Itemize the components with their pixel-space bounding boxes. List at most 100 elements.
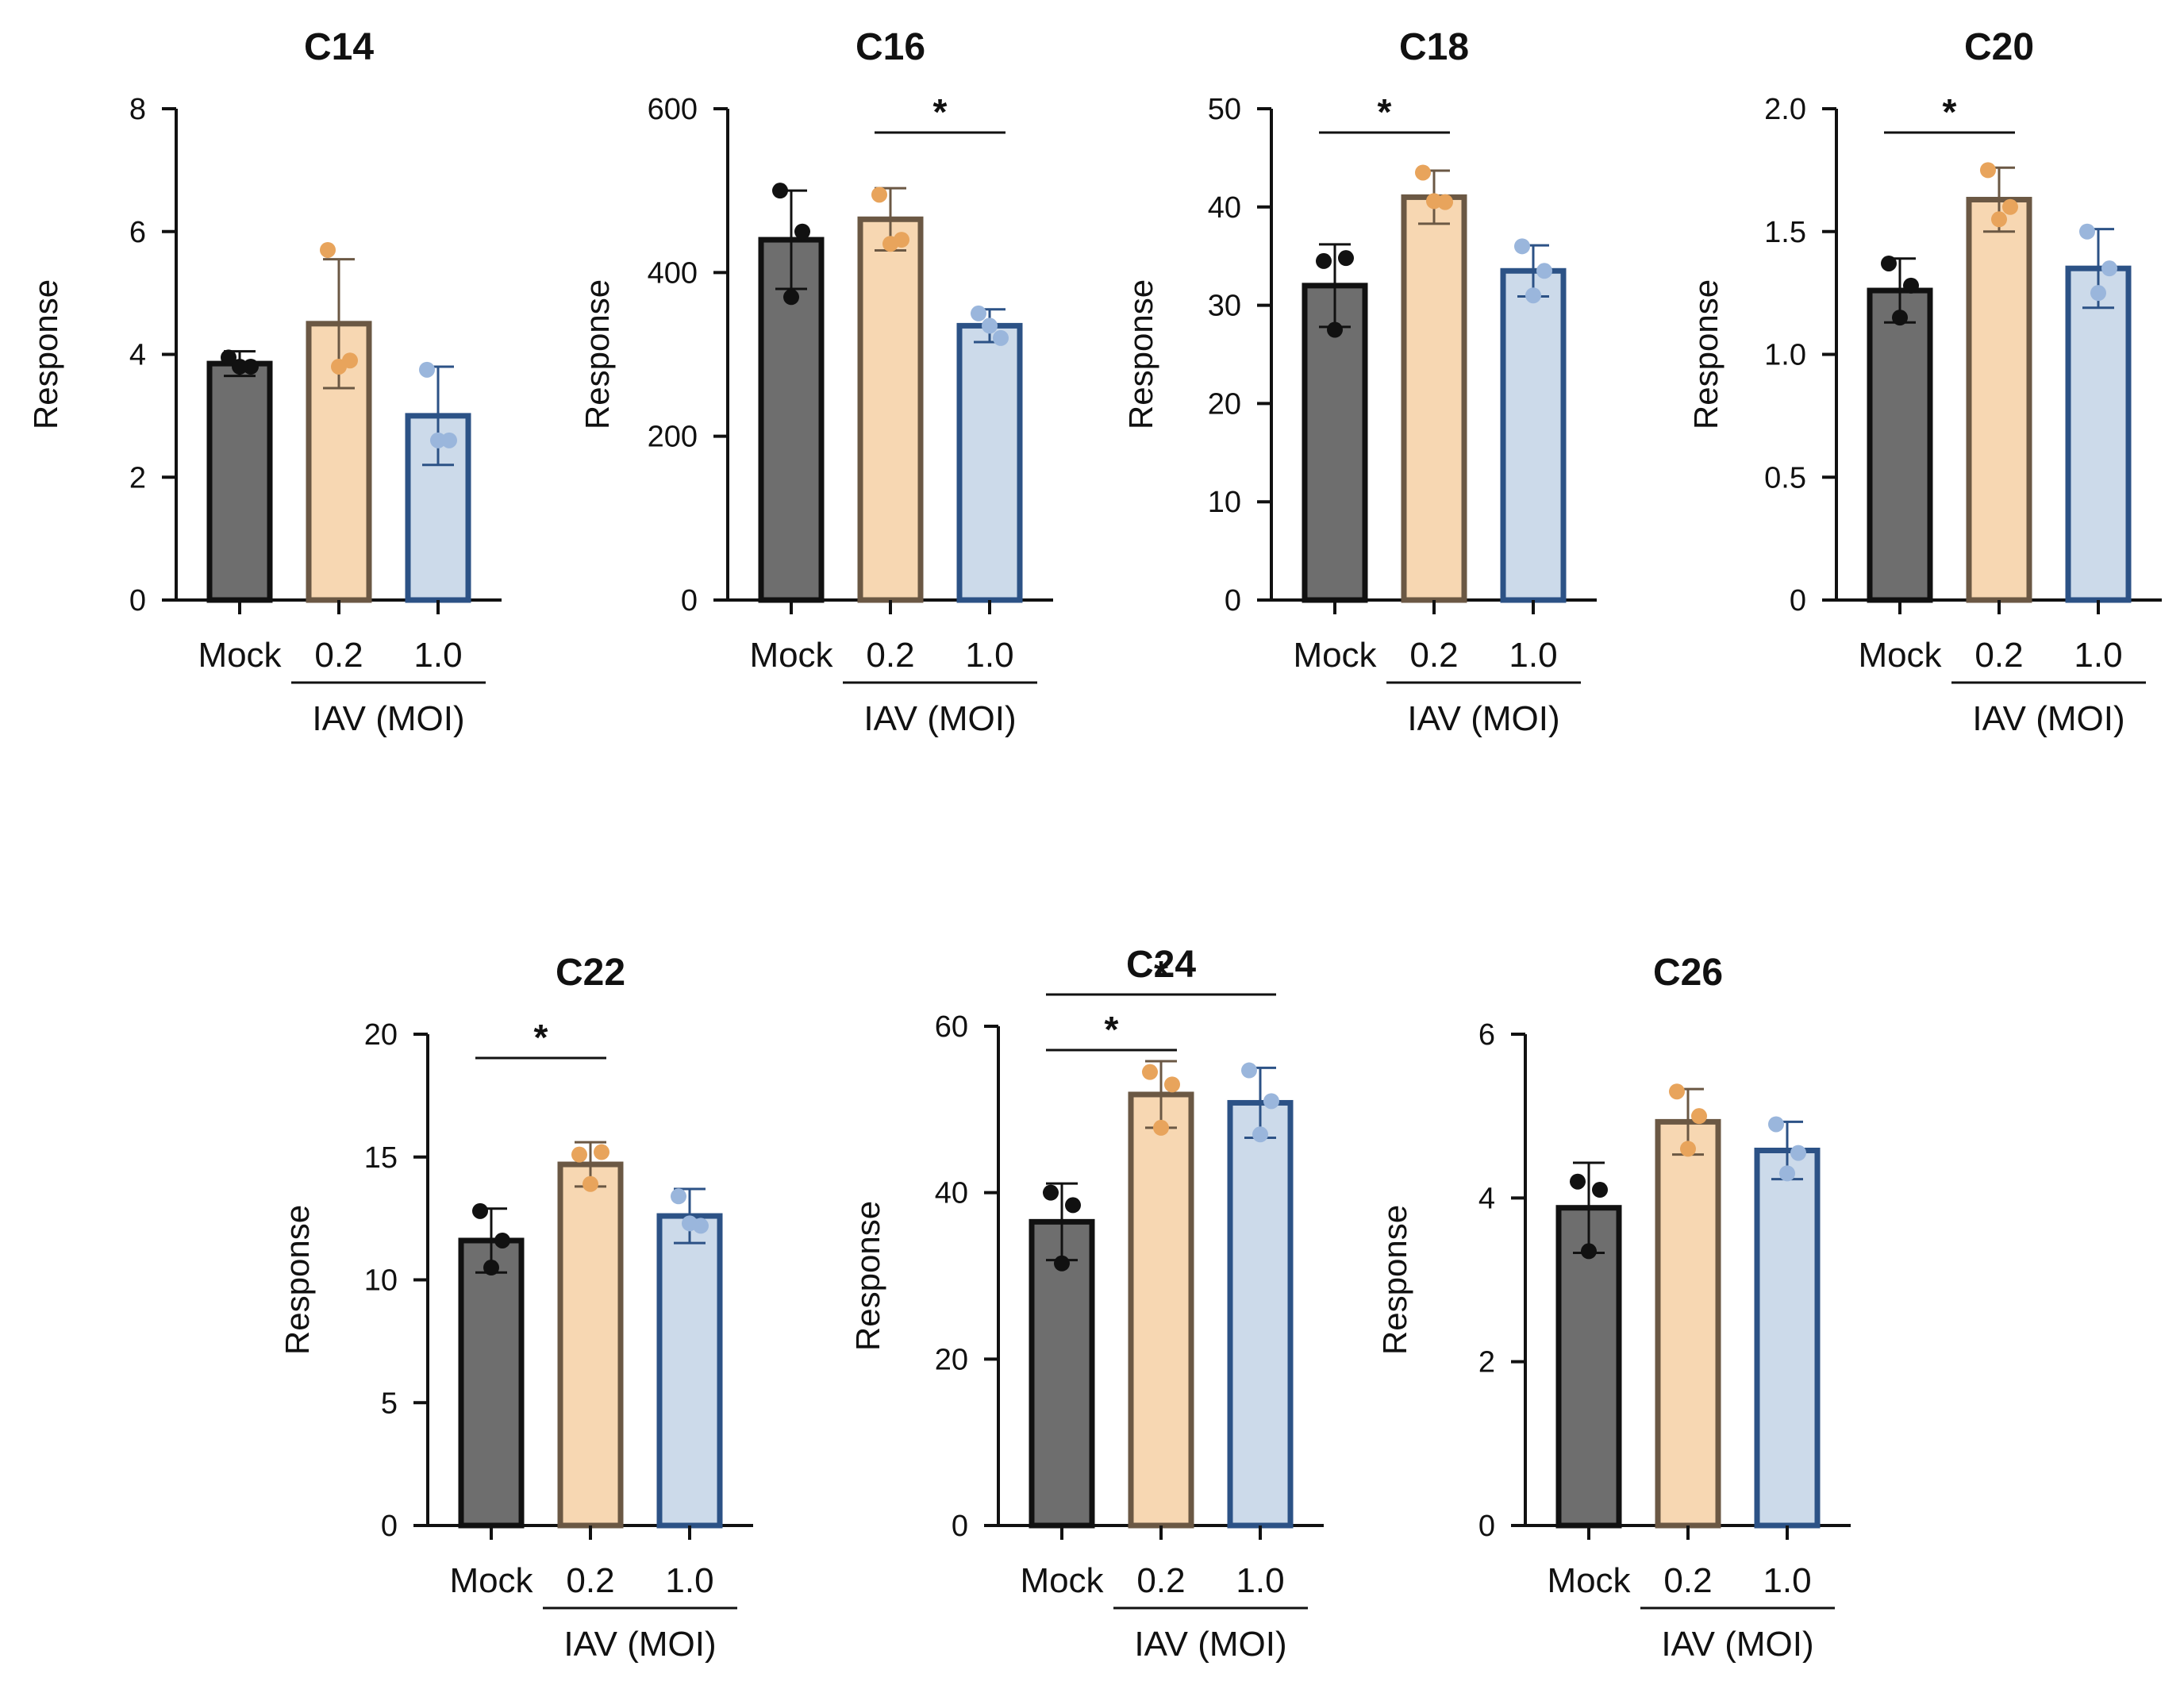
group-label: IAV (MOI) bbox=[1972, 699, 2124, 738]
x-tick-label: 1.0 bbox=[413, 636, 462, 675]
bar bbox=[1966, 197, 2032, 603]
bar bbox=[1401, 194, 1467, 603]
data-point bbox=[682, 1215, 698, 1232]
bar bbox=[206, 360, 273, 603]
group-label: IAV (MOI) bbox=[563, 1625, 716, 1664]
data-point bbox=[1164, 1076, 1180, 1093]
y-tick-label: 20 bbox=[1208, 387, 1241, 421]
x-tick-label: 1.0 bbox=[1763, 1561, 1811, 1600]
data-point bbox=[1514, 238, 1530, 255]
x-tick-label: Mock bbox=[1858, 636, 1942, 675]
significance-star: * bbox=[534, 1017, 548, 1058]
x-tick-label: 1.0 bbox=[665, 1561, 713, 1600]
panel-c26: C26 Response 0 2 4 6 Mock 0.2 1.0 IAV (MOI) bbox=[1376, 952, 1851, 1664]
data-point bbox=[1263, 1093, 1279, 1110]
panel-title: C18 bbox=[1399, 26, 1469, 68]
data-point bbox=[1570, 1173, 1586, 1190]
y-tick-label: 0.5 bbox=[1764, 461, 1806, 494]
y-tick-label: 40 bbox=[935, 1177, 968, 1210]
data-point bbox=[1790, 1145, 1806, 1161]
bar bbox=[857, 216, 924, 603]
y-tick-label: 1.5 bbox=[1764, 216, 1806, 249]
significance-star: * bbox=[1943, 91, 1957, 133]
x-tick-label: Mock bbox=[1547, 1561, 1631, 1600]
y-tick-label: 0 bbox=[681, 584, 698, 618]
data-point bbox=[483, 1260, 499, 1276]
data-point bbox=[232, 358, 248, 375]
group-label: IAV (MOI) bbox=[1661, 1625, 1813, 1664]
data-point bbox=[1415, 164, 1431, 181]
data-point bbox=[594, 1144, 609, 1160]
y-tick-label: 20 bbox=[935, 1343, 968, 1376]
data-point bbox=[494, 1232, 510, 1248]
x-tick-label: Mock bbox=[449, 1561, 533, 1600]
bar bbox=[1128, 1091, 1194, 1529]
data-point bbox=[2079, 223, 2095, 240]
data-point bbox=[1680, 1141, 1696, 1157]
x-tick-label: Mock bbox=[749, 636, 833, 675]
data-point bbox=[1043, 1184, 1059, 1201]
x-tick-label: 1.0 bbox=[2074, 636, 2122, 675]
data-point bbox=[243, 358, 259, 375]
y-tick-label: 0 bbox=[381, 1510, 398, 1543]
x-tick-label: 0.2 bbox=[566, 1561, 614, 1600]
y-tick-label: 4 bbox=[1478, 1182, 1495, 1215]
significance-star: * bbox=[1154, 953, 1168, 995]
data-point bbox=[419, 361, 435, 378]
x-tick-label: 0.2 bbox=[866, 636, 914, 675]
data-point bbox=[571, 1146, 587, 1163]
y-tick-label: 2 bbox=[1478, 1346, 1495, 1379]
y-axis-label: Response bbox=[1687, 279, 1725, 429]
y-axis-label: Response bbox=[279, 1205, 316, 1355]
data-point bbox=[1525, 287, 1541, 304]
bar bbox=[1555, 1205, 1622, 1529]
panel-title: C20 bbox=[1964, 26, 2034, 68]
data-point bbox=[971, 305, 986, 321]
data-point bbox=[1669, 1083, 1685, 1100]
y-tick-label: 10 bbox=[1208, 486, 1241, 519]
y-tick-label: 15 bbox=[364, 1141, 398, 1175]
significance-star: * bbox=[1105, 1009, 1119, 1050]
data-point bbox=[871, 187, 887, 203]
significance-star: * bbox=[933, 91, 948, 133]
data-point bbox=[1980, 162, 1996, 179]
x-tick-label: 0.2 bbox=[1974, 636, 2023, 675]
panel-c16: C16 Response 0 200 400 600 Mock 0.2 1.0 IAV (MOI)… bbox=[579, 26, 1053, 738]
data-point bbox=[583, 1175, 598, 1192]
significance-star: * bbox=[1378, 91, 1392, 133]
y-tick-label: 60 bbox=[935, 1010, 968, 1044]
data-point bbox=[1327, 321, 1343, 338]
group-label: IAV (MOI) bbox=[1407, 699, 1559, 738]
data-point bbox=[430, 432, 446, 448]
bar bbox=[1302, 283, 1368, 603]
y-tick-label: 600 bbox=[648, 93, 698, 126]
y-tick-label: 10 bbox=[364, 1264, 398, 1298]
y-tick-label: 40 bbox=[1208, 191, 1241, 225]
y-axis-label: Response bbox=[1376, 1205, 1413, 1355]
y-tick-label: 30 bbox=[1208, 290, 1241, 323]
data-point bbox=[1991, 211, 2007, 228]
x-tick-label: Mock bbox=[198, 636, 282, 675]
panel-title: C16 bbox=[856, 26, 925, 68]
x-tick-label: 1.0 bbox=[965, 636, 1013, 675]
panel-c24: C24 Response 0 20 40 60 Mock 0.2 1.0 IAV (MOI) * * bbox=[849, 944, 1324, 1664]
data-point bbox=[1592, 1182, 1608, 1198]
bar bbox=[1655, 1118, 1721, 1529]
panel-c22: C22 Response 0 5 10 15 20 Mock 0.2 1.0 IAV (MOI) * bbox=[279, 952, 753, 1664]
data-point bbox=[1779, 1165, 1795, 1182]
data-point bbox=[982, 317, 998, 334]
data-point bbox=[772, 183, 788, 199]
data-point bbox=[882, 236, 898, 252]
panel-c20: C20 Response 0 0.5 1.0 1.5 2.0 Mock 0.2 1.0 IAV (M… bbox=[1687, 26, 2162, 738]
data-point bbox=[1881, 255, 1897, 271]
data-point bbox=[2090, 285, 2106, 302]
data-point bbox=[320, 241, 336, 258]
data-point bbox=[1536, 263, 1552, 279]
data-point bbox=[1338, 250, 1354, 267]
panel-title: C26 bbox=[1653, 952, 1723, 994]
y-axis-label: Response bbox=[849, 1201, 886, 1351]
y-tick-label: 6 bbox=[129, 216, 146, 249]
data-point bbox=[783, 289, 799, 306]
bar bbox=[956, 322, 1023, 603]
group-label: IAV (MOI) bbox=[1134, 1625, 1286, 1664]
